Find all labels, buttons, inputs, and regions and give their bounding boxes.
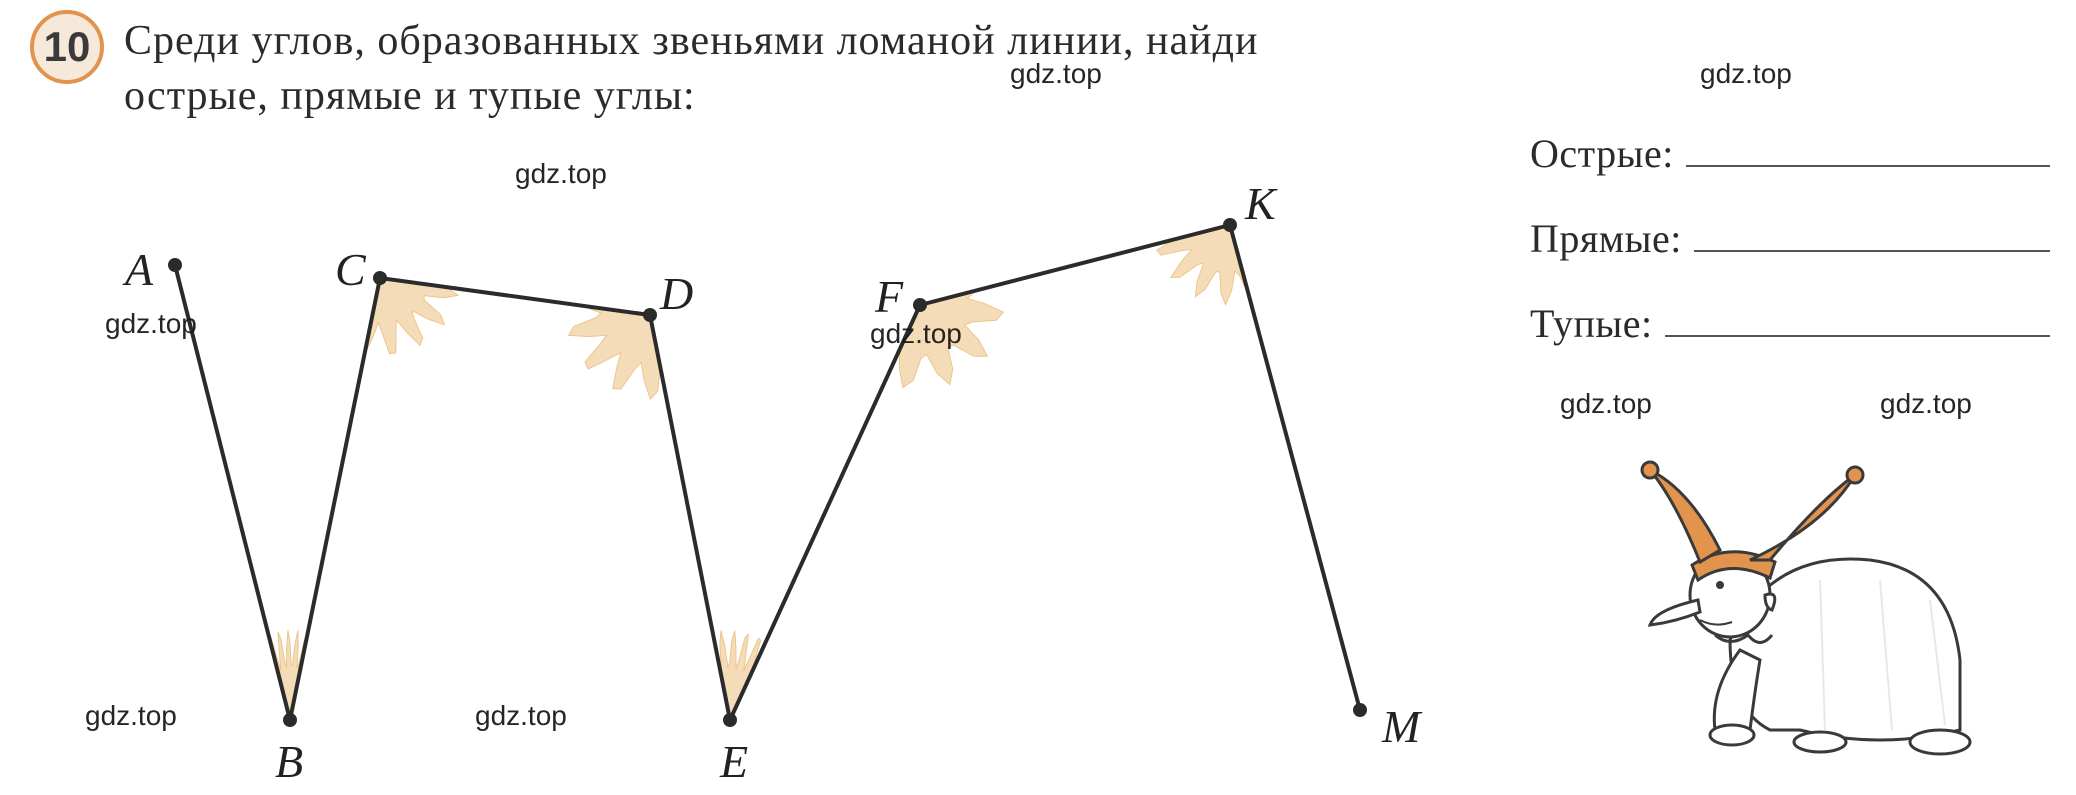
vertex-label-E: E — [720, 735, 748, 788]
answer-row-right: Прямые: — [1530, 215, 2050, 262]
jester-nose — [1650, 600, 1700, 625]
vertex-label-D: D — [660, 267, 693, 320]
jester-eye — [1716, 581, 1724, 589]
jester-hat-horn-left — [1650, 470, 1720, 562]
watermark: gdz.top — [475, 700, 567, 732]
answer-row-acute: Острые: — [1530, 130, 2050, 177]
obtuse-label: Тупые: — [1530, 300, 1653, 347]
vertex-label-M: M — [1382, 700, 1420, 753]
jester-illustration — [1620, 430, 2020, 770]
right-label: Прямые: — [1530, 215, 1682, 262]
vertex-point-M — [1353, 703, 1367, 717]
jester-svg — [1620, 430, 2020, 770]
watermark: gdz.top — [1880, 388, 1972, 420]
jester-foot — [1910, 730, 1970, 754]
obtuse-input-line[interactable] — [1665, 307, 2050, 337]
vertex-point-F — [913, 298, 927, 312]
polyline-svg — [30, 130, 1500, 790]
vertex-label-A: A — [125, 243, 153, 296]
watermark: gdz.top — [85, 700, 177, 732]
answer-row-obtuse: Тупые: — [1530, 300, 2050, 347]
polyline-diagram: ABCDEFKM — [30, 130, 1500, 770]
watermark: gdz.top — [1560, 388, 1652, 420]
segment-BC — [290, 278, 380, 720]
vertex-point-C — [373, 271, 387, 285]
task-prompt-line2: острые, прямые и тупые углы: — [124, 73, 696, 119]
watermark: gdz.top — [105, 308, 197, 340]
jester-bell-right — [1847, 467, 1863, 483]
segment-EF — [730, 305, 920, 720]
jester-knee — [1794, 732, 1846, 752]
segment-DE — [650, 315, 730, 720]
jester-hand — [1710, 725, 1754, 745]
acute-label: Острые: — [1530, 130, 1674, 177]
segment-KM — [1230, 225, 1360, 710]
watermark: gdz.top — [1010, 58, 1102, 90]
vertex-label-F: F — [875, 270, 903, 323]
jester-hat-horn-right — [1750, 475, 1855, 560]
watermark: gdz.top — [1700, 58, 1792, 90]
vertex-point-K — [1223, 218, 1237, 232]
watermark: gdz.top — [870, 318, 962, 350]
vertex-point-A — [168, 258, 182, 272]
vertex-label-B: B — [275, 735, 303, 788]
task-number: 10 — [44, 23, 91, 71]
watermark: gdz.top — [515, 158, 607, 190]
right-input-line[interactable] — [1694, 222, 2050, 252]
jester-ear — [1765, 594, 1775, 610]
answers-section: Острые: Прямые: Тупые: — [1530, 130, 2050, 385]
vertex-label-K: K — [1245, 177, 1276, 230]
jester-bell-left — [1642, 462, 1658, 478]
vertex-label-C: C — [335, 243, 366, 296]
vertex-point-E — [723, 713, 737, 727]
vertex-point-D — [643, 308, 657, 322]
task-number-badge: 10 — [30, 10, 104, 84]
vertex-point-B — [283, 713, 297, 727]
acute-input-line[interactable] — [1686, 137, 2050, 167]
